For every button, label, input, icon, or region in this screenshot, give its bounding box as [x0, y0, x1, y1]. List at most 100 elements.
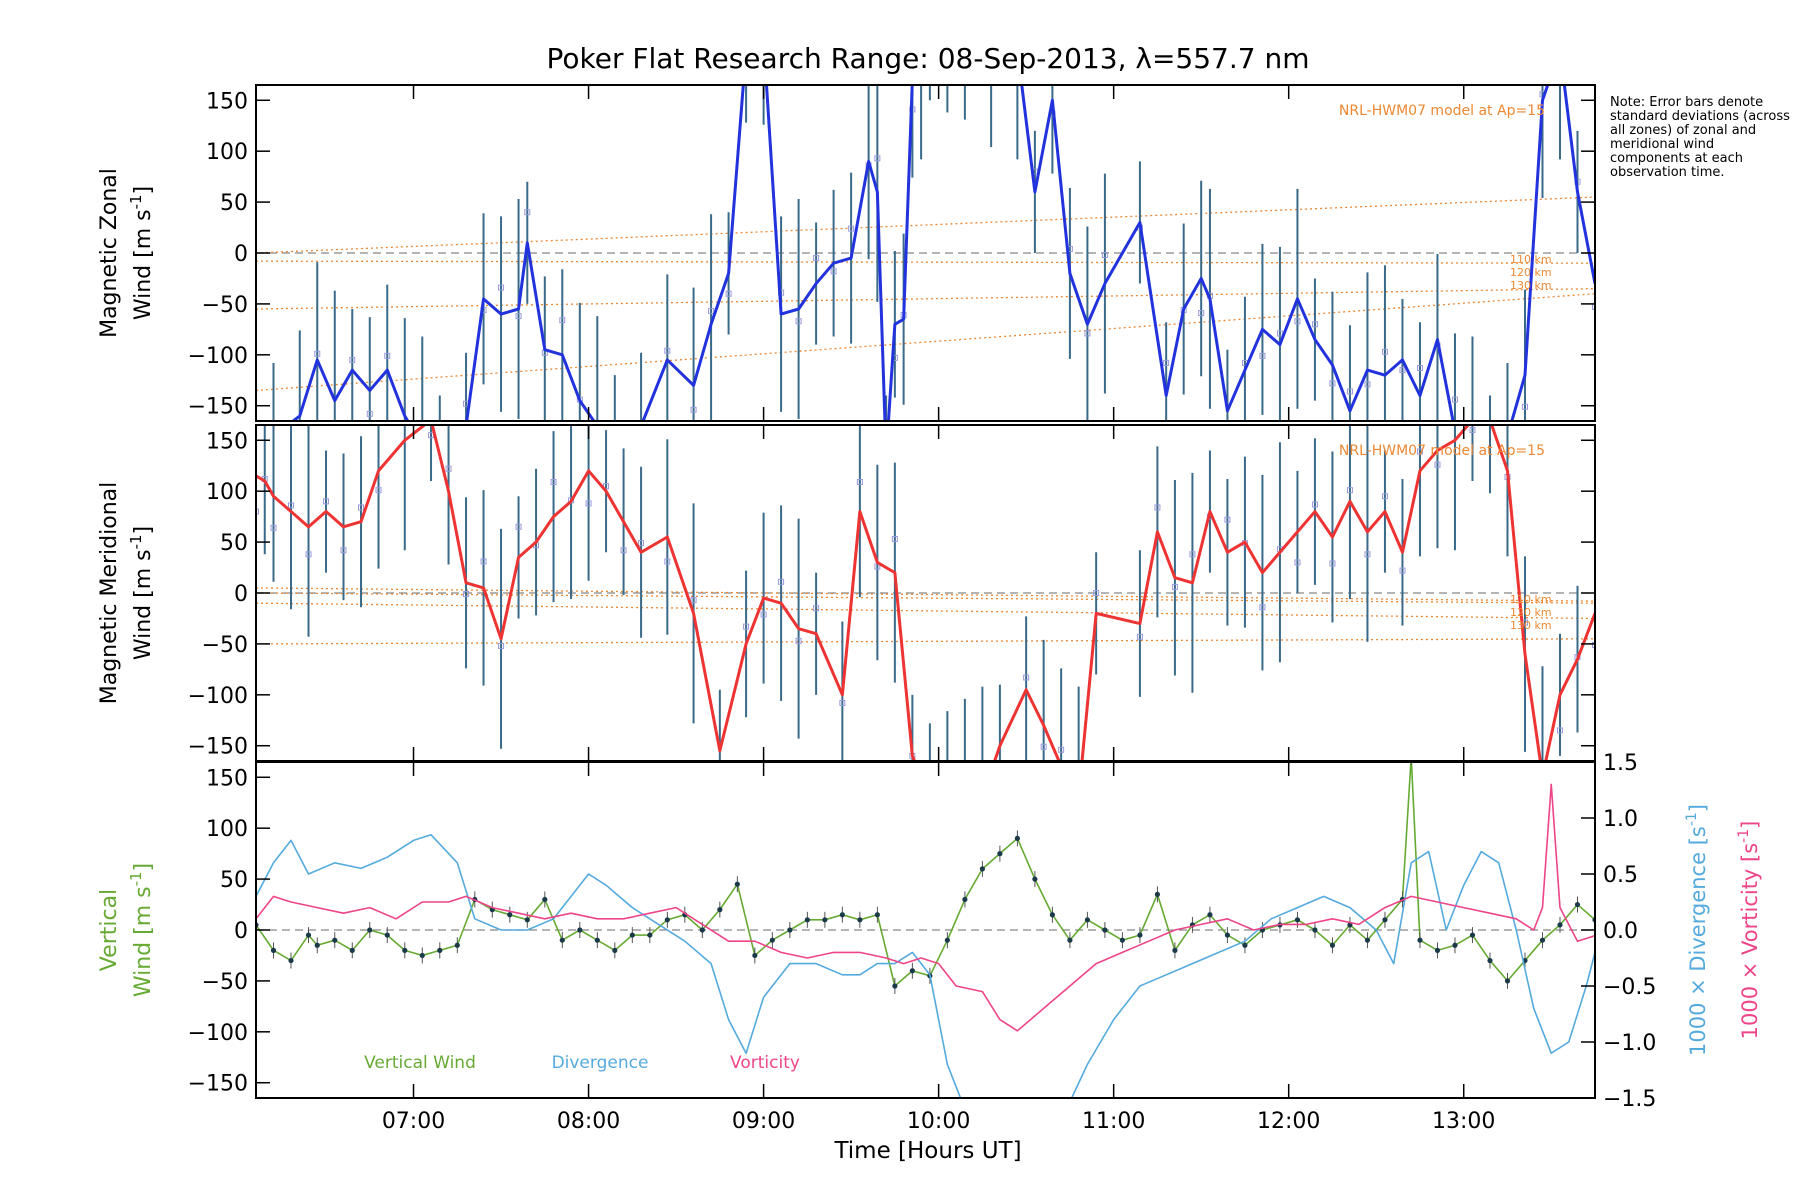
- model-altitude-label: 130 km: [1510, 619, 1552, 632]
- zone-marker: [1276, 330, 1283, 337]
- zone-marker: [848, 225, 855, 232]
- model-label: NRL-HWM07 model at Ap=15: [1339, 103, 1545, 119]
- zone-marker: [288, 502, 295, 509]
- panel-0-plot-area: [256, 24, 1595, 461]
- zone-marker: [664, 347, 671, 354]
- zone-marker: [515, 313, 522, 320]
- zone-marker: [690, 406, 697, 413]
- zone-marker: [980, 786, 985, 791]
- zone-marker: [1058, 746, 1065, 753]
- y-axis-label-unit: Wind [m s: [131, 549, 156, 660]
- vertical-wind-point: [1539, 937, 1546, 943]
- vertical-wind-point: [1364, 937, 1371, 943]
- zone-marker: [1040, 743, 1047, 750]
- vertical-wind-point: [734, 881, 740, 887]
- zone-marker: [1311, 501, 1318, 508]
- zone-marker: [445, 465, 452, 472]
- model-line: [256, 293, 1595, 392]
- vertical-wind-point: [874, 912, 880, 918]
- zone-marker: [1259, 604, 1266, 611]
- model-altitude-label: 130 km: [1510, 279, 1552, 292]
- zone-marker: [891, 536, 898, 543]
- zone-marker: [595, 456, 600, 461]
- zone-marker: [1592, 303, 1595, 310]
- zone-marker: [795, 318, 802, 325]
- y-axis-label-line1: Magnetic Meridional: [97, 482, 122, 704]
- vertical-wind-point: [314, 942, 320, 948]
- zone-marker: [1521, 403, 1528, 410]
- vertical-wind-point: [305, 932, 312, 938]
- vertical-wind-point: [1312, 927, 1318, 933]
- y-tick-label: 0: [234, 582, 248, 607]
- vertical-wind-point: [559, 937, 565, 943]
- y-tick-label: 0: [234, 242, 248, 267]
- zone-marker: [1416, 448, 1423, 455]
- vertical-wind-point: [507, 912, 513, 918]
- zone-marker: [962, 824, 967, 829]
- vertical-wind-point: [1014, 835, 1020, 841]
- panel-1-plot-area: [256, 425, 1595, 829]
- vertical-wind-point: [524, 917, 530, 923]
- zone-marker: [839, 699, 846, 706]
- zone-marker: [270, 524, 277, 531]
- y-tick-label: −100: [188, 684, 248, 709]
- vertical-wind-point: [629, 932, 635, 938]
- model-altitude-label: 110 km: [1510, 253, 1552, 266]
- y-tick-label: 50: [220, 868, 248, 893]
- vertical-wind-point: [1452, 942, 1458, 948]
- legend-item-2: Vorticity: [730, 1053, 800, 1073]
- zone-marker: [1294, 318, 1301, 325]
- y-axis-label-end: ]: [131, 526, 156, 535]
- zone-marker: [1084, 330, 1091, 337]
- zone-marker: [1556, 727, 1563, 734]
- right-axis-label-sup: -1: [1684, 812, 1700, 826]
- y-axis-label-end: ]: [131, 186, 156, 195]
- zone-marker: [463, 591, 470, 598]
- vertical-wind-point: [1084, 917, 1091, 923]
- zone-marker: [945, 790, 950, 795]
- vertical-wind-point: [454, 942, 460, 948]
- zone-marker: [612, 429, 617, 434]
- zone-marker: [1557, 74, 1562, 79]
- y-tick-label: −50: [202, 633, 248, 658]
- zone-marker: [1189, 551, 1196, 558]
- vertical-wind-point: [288, 957, 294, 964]
- vertical-wind-point: [349, 947, 355, 953]
- model-line: [256, 638, 1595, 645]
- right-y-tick-label: −1.0: [1603, 1031, 1656, 1056]
- y-axis-label-line2: Wind [m s-1]: [127, 526, 156, 660]
- series-line-divergence: [256, 833, 1595, 1098]
- vertical-wind-point: [839, 912, 845, 918]
- right-y-tick-label: 0.5: [1603, 863, 1638, 888]
- vertical-wind-point: [594, 937, 600, 943]
- y-tick-label: 50: [220, 191, 248, 216]
- y-axis-label-line2: Wind [m s-1]: [127, 186, 156, 320]
- right-axis-label-1: 1000 × Vorticity [s-1]: [1736, 821, 1762, 1040]
- zone-marker: [945, 24, 950, 29]
- y-tick-label: −150: [188, 1072, 248, 1097]
- zone-marker: [725, 290, 732, 297]
- vertical-wind-point: [979, 866, 985, 872]
- zone-marker: [1364, 551, 1371, 558]
- vertical-wind-point: [1382, 917, 1388, 923]
- zone-marker: [1346, 487, 1353, 494]
- vertical-wind-point: [1469, 932, 1476, 938]
- y-tick-label: 0: [234, 919, 248, 944]
- vertical-wind-point: [1329, 942, 1336, 948]
- zone-marker: [1224, 516, 1231, 523]
- zone-marker: [1171, 583, 1178, 590]
- vertical-wind-point: [270, 947, 277, 953]
- zone-marker: [1076, 811, 1081, 816]
- zone-marker: [480, 558, 487, 565]
- y-tick-label: 150: [206, 766, 248, 791]
- right-axis-label-text: 1000 × Divergence [s: [1686, 826, 1710, 1056]
- zone-marker: [585, 500, 592, 507]
- panel-2-plot-area: [256, 762, 1595, 1098]
- y-axis-label-sup: -1: [127, 534, 145, 549]
- x-tick-label: 07:00: [382, 1109, 445, 1134]
- zone-marker: [332, 426, 337, 431]
- y-axis-label-line1: Vertical: [97, 889, 122, 971]
- zone-marker: [1329, 560, 1336, 567]
- y-tick-label: −150: [188, 735, 248, 760]
